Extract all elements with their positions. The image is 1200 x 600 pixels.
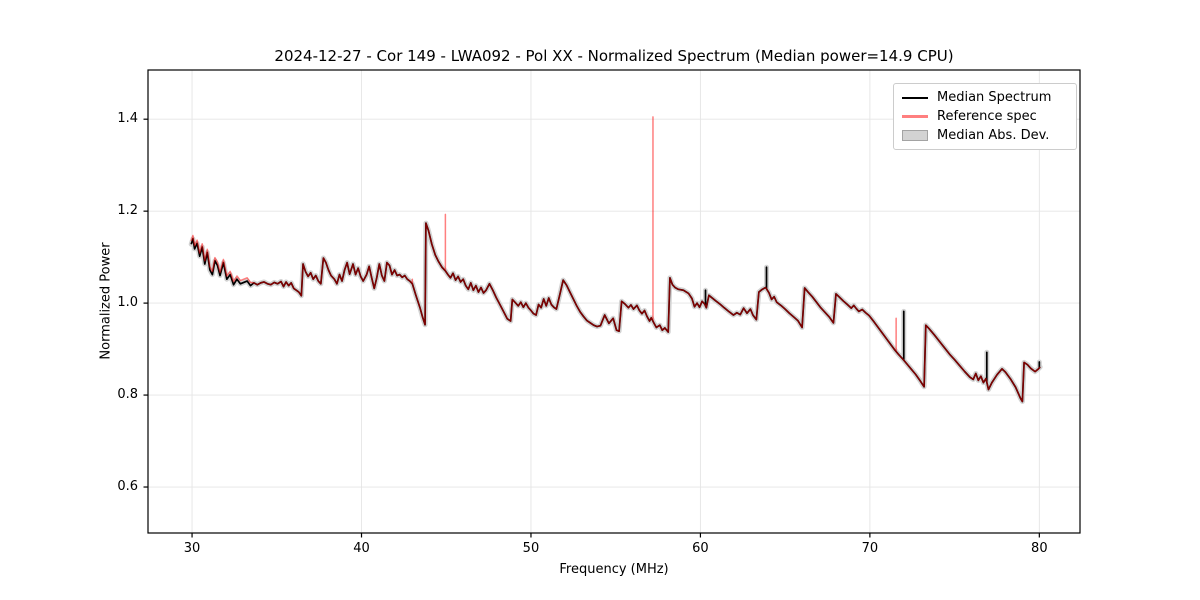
y-tick-label: 1.2 bbox=[117, 203, 138, 219]
x-tick-label: 60 bbox=[692, 541, 709, 556]
median-line-swatch bbox=[902, 96, 928, 99]
legend-label: Median Abs. Dev. bbox=[937, 128, 1050, 143]
legend: Median Spectrum Reference spec Median Ab… bbox=[893, 83, 1077, 150]
legend-item-median: Median Spectrum bbox=[902, 88, 1068, 107]
chart-title: 2024-12-27 - Cor 149 - LWA092 - Pol XX -… bbox=[274, 47, 954, 65]
x-tick-label: 30 bbox=[183, 541, 201, 556]
x-tick-label: 80 bbox=[1031, 541, 1048, 556]
legend-label: Reference spec bbox=[937, 109, 1037, 124]
y-tick-label: 1.4 bbox=[117, 111, 138, 127]
x-axis-label: Frequency (MHz) bbox=[559, 562, 669, 577]
legend-label: Median Spectrum bbox=[937, 90, 1052, 105]
y-tick-label: 0.6 bbox=[117, 479, 138, 495]
x-tick-label: 40 bbox=[353, 541, 370, 556]
y-tick-label: 0.8 bbox=[117, 387, 138, 403]
legend-item-reference: Reference spec bbox=[902, 107, 1068, 126]
y-tick-label: 1.0 bbox=[117, 295, 138, 311]
reference-line-swatch bbox=[902, 115, 928, 118]
x-tick-label: 70 bbox=[861, 541, 879, 556]
mad-band bbox=[188, 220, 1043, 404]
axes-border bbox=[147, 69, 1081, 534]
legend-item-mad: Median Abs. Dev. bbox=[902, 126, 1068, 145]
reference-spec-line bbox=[190, 116, 1041, 403]
x-tick-label: 50 bbox=[522, 541, 540, 556]
mad-band-swatch bbox=[902, 130, 928, 141]
